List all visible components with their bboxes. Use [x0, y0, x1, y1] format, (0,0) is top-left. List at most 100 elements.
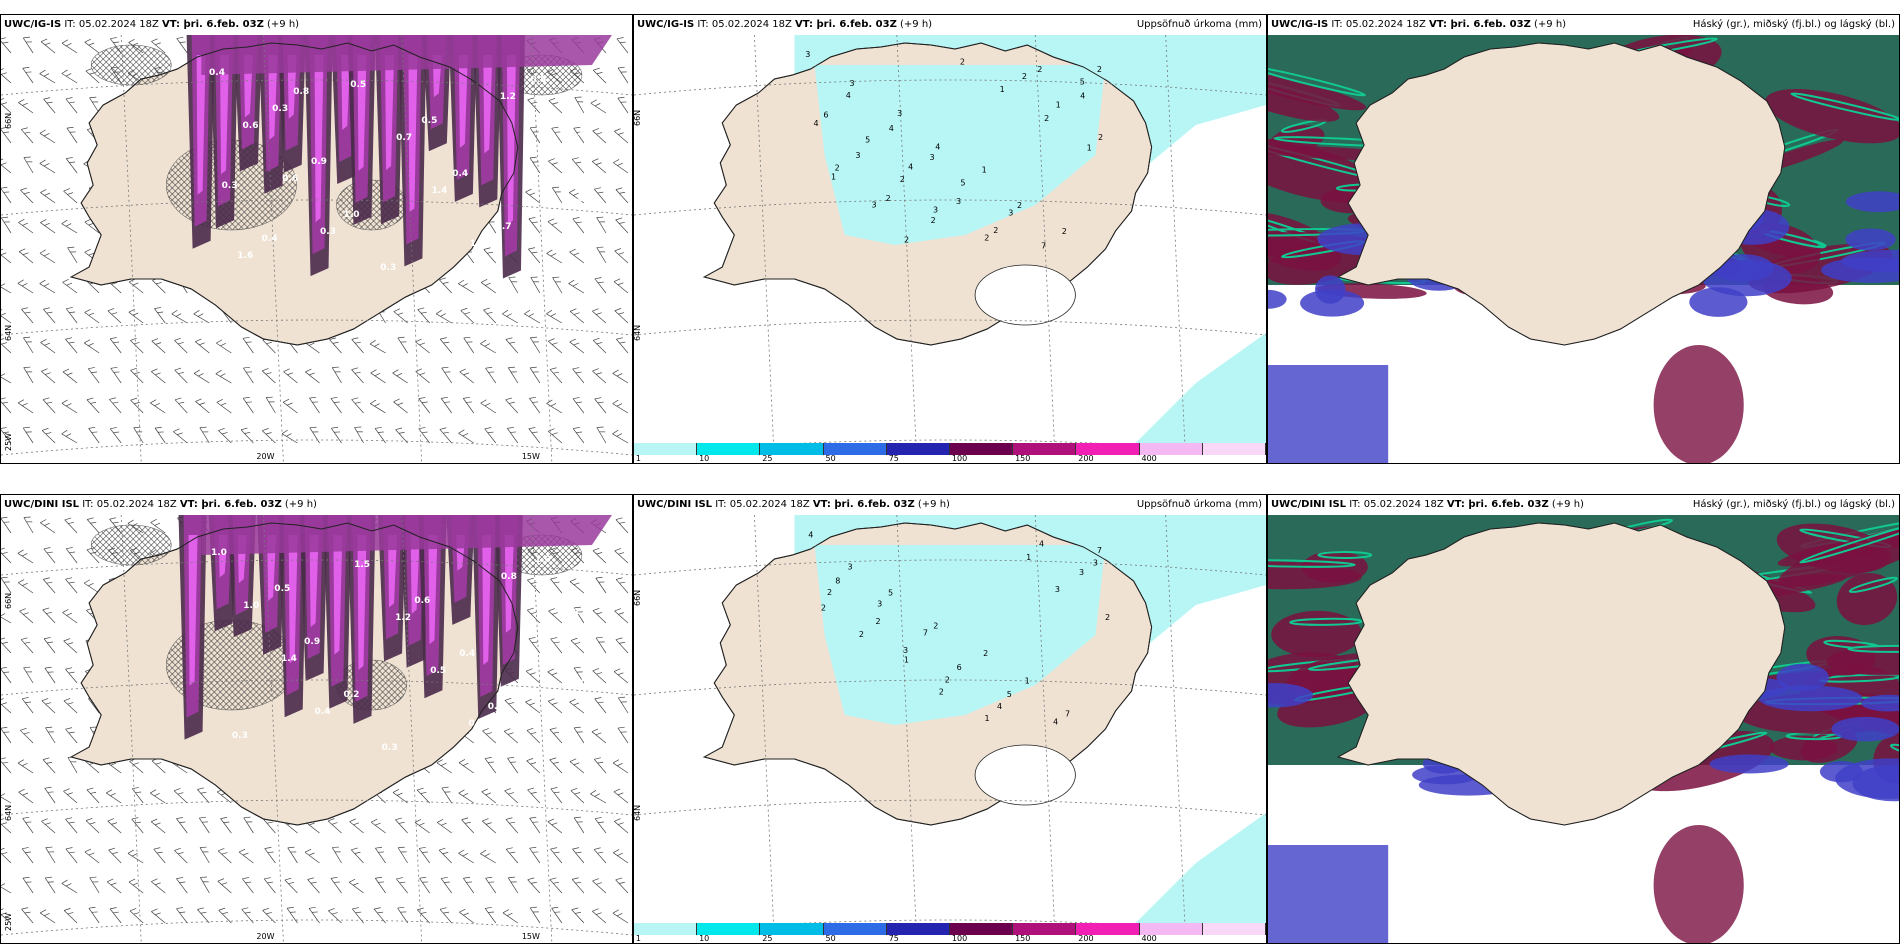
precip-amount-label: 5	[865, 136, 870, 145]
wind-barb	[612, 909, 629, 924]
precip-amount-label: 2	[835, 164, 840, 173]
wind-barb	[574, 96, 585, 114]
wind-barb	[41, 818, 56, 834]
wind-barb	[22, 816, 34, 834]
wind-barb	[39, 129, 56, 144]
snow-amount-label: 0.4	[209, 68, 225, 78]
colorbar-tick: 50	[825, 454, 836, 463]
wind-barb	[568, 279, 585, 294]
wind-barb	[594, 757, 607, 774]
wind-barb	[265, 396, 276, 414]
lat-label: 66N	[4, 113, 13, 129]
wind-barb	[397, 906, 408, 924]
precip-colorbar: 1 10 25 50 75 100 150 200 400	[634, 443, 1266, 463]
wind-barb	[330, 876, 342, 894]
colorbar-tick: 10	[699, 934, 710, 943]
wind-barb	[1, 879, 12, 894]
wind-barb	[108, 847, 122, 864]
colorbar-swatch	[950, 443, 1014, 455]
wind-barb	[1, 248, 12, 264]
wind-barb	[526, 727, 541, 744]
precip-amount-label: 1	[1026, 553, 1031, 562]
panel-header: UWC/DINI ISL IT: 05.02.2024 18Z VT: þri.…	[634, 495, 1266, 515]
wind-barb	[83, 339, 100, 354]
wind-barb	[262, 428, 276, 444]
wind-barb	[1, 609, 12, 624]
wind-barb	[613, 159, 629, 174]
colorbar-swatch	[760, 443, 824, 455]
panel-field-title: Uppsöfnuð úrkoma (mm)	[1136, 499, 1262, 510]
snow-amount-label: 0.3	[232, 731, 248, 741]
wind-barb	[216, 398, 232, 414]
wind-barb	[17, 549, 34, 564]
snow-amount-label: 1.4	[432, 186, 448, 196]
wind-barb	[45, 846, 56, 864]
wind-barb	[570, 637, 585, 654]
wind-barb	[88, 426, 100, 444]
precip-amount-label: 2	[960, 57, 965, 66]
wind-barb	[414, 819, 430, 834]
snow-amount-label: 0.9	[304, 637, 320, 647]
panel-header: UWC/DINI ISL IT: 05.02.2024 18Z VT: þri.…	[1, 495, 632, 515]
wind-barb	[614, 608, 629, 624]
colorbar-tick: 100	[951, 934, 968, 943]
wind-barb	[369, 339, 386, 354]
wind-barb	[480, 849, 496, 864]
wind-barb	[530, 276, 541, 294]
wind-barb	[129, 908, 144, 924]
wind-barb	[66, 126, 78, 144]
snow-amount-label: 1.0	[535, 555, 551, 565]
snow-amount-label: 0.5	[350, 80, 366, 90]
wind-barb	[612, 369, 629, 384]
precip-amount-label: 2	[1044, 114, 1049, 123]
precip-amount-label: 1	[831, 172, 836, 181]
panel-f: UWC/DINI ISL IT: 05.02.2024 18Z VT: þri.…	[1267, 494, 1900, 944]
wind-barb	[569, 248, 585, 264]
wind-barb	[508, 276, 519, 294]
wind-barb	[503, 728, 519, 744]
wind-barb	[529, 906, 541, 924]
wind-barb	[375, 846, 386, 864]
precip-amount-label: 4	[1053, 717, 1058, 726]
cloud-cover-map	[1268, 515, 1899, 943]
wind-barb	[1, 698, 12, 714]
snow-amount-label: 0.6	[414, 596, 430, 606]
wind-barb	[21, 697, 34, 714]
wind-barb	[215, 369, 232, 384]
wind-barb	[17, 759, 34, 774]
wind-barb	[615, 517, 629, 534]
wind-barb	[484, 906, 497, 924]
wind-barb	[616, 337, 629, 354]
wind-barb	[528, 427, 541, 444]
wind-barb	[569, 698, 585, 714]
wind-barb	[1, 789, 12, 804]
wind-barb	[596, 216, 607, 234]
wind-barb	[481, 788, 497, 804]
wind-barb	[109, 427, 122, 444]
precip-amount-label: 1	[904, 656, 909, 665]
map-svg: 1.0 1.0 1.4 0.4 1.5 1.2 0.5 0.7 0.8 1.0 0.6 0.3 0.5 0…	[1, 515, 632, 943]
wind-barb	[65, 97, 78, 114]
panel-b: UWC/IG-IS IT: 05.02.2024 18Z VT: þri. 6.…	[633, 14, 1267, 464]
wind-barb	[23, 336, 34, 354]
wind-barb	[1, 338, 12, 354]
wind-barb	[174, 367, 188, 384]
wind-barb	[483, 247, 497, 264]
wind-barb	[44, 666, 56, 684]
wind-barb	[480, 339, 496, 354]
snow-amount-label: 0.3	[222, 181, 238, 191]
wind-barb	[592, 308, 607, 324]
wind-barb	[330, 396, 342, 414]
wind-barb	[62, 368, 78, 384]
wind-barb	[572, 427, 585, 444]
colorbar-tick: 1	[635, 454, 641, 463]
wind-barb	[86, 517, 100, 534]
wind-barb	[20, 127, 34, 144]
wind-barb	[548, 97, 563, 114]
wind-barb	[1, 576, 12, 594]
precip-amount-label: 6	[957, 663, 962, 672]
wind-barb	[548, 608, 563, 624]
wind-barb	[20, 637, 34, 654]
wind-barb	[551, 126, 563, 144]
